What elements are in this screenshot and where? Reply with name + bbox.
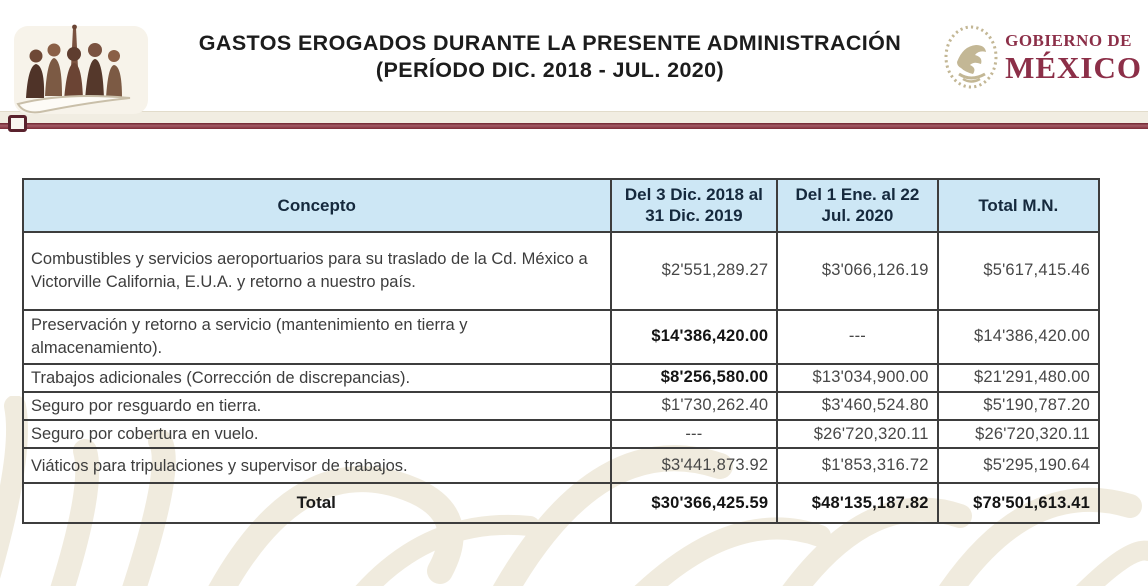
period2-cell: $3'066,126.19 — [776, 230, 939, 311]
table-header-row: Concepto Del 3 Dic. 2018 al 31 Dic. 2019… — [22, 178, 1101, 233]
concept-cell: Preservación y retorno a servicio (mante… — [22, 308, 612, 365]
period1-cell: $3'441,873.92 — [609, 447, 779, 485]
total-cell: $5'190,787.20 — [936, 390, 1101, 422]
header-period-1: Del 3 Dic. 2018 al 31 Dic. 2019 — [609, 178, 779, 233]
heroes-sketch-icon — [14, 24, 148, 114]
period2-cell: $1'853,316.72 — [776, 447, 939, 485]
period1-cell: $8'256,580.00 — [609, 362, 779, 393]
table-row: Preservación y retorno a servicio (mante… — [22, 308, 1101, 365]
stripe-knob-icon — [8, 115, 27, 132]
gobierno-de-mexico-logo: GOBIERNO DE MÉXICO — [943, 24, 1142, 90]
header-total-mn: Total M.N. — [936, 178, 1101, 233]
table-total-row: Total $30'366,425.59 $48'135,187.82 $78'… — [22, 482, 1101, 525]
table-row: Viáticos para tripulaciones y supervisor… — [22, 447, 1101, 485]
total-cell: $5'617,415.46 — [936, 230, 1101, 311]
expenses-table-container: Concepto Del 3 Dic. 2018 al 31 Dic. 2019… — [22, 178, 1101, 525]
mexico-eagle-seal-icon — [944, 25, 998, 89]
total-grand-cell: $78'501,613.41 — [936, 482, 1101, 525]
total-label-cell: Total — [22, 482, 612, 525]
gobierno-text: GOBIERNO DE MÉXICO — [1005, 32, 1142, 83]
period1-cell: $14'386,420.00 — [609, 308, 779, 365]
gobierno-line-1: GOBIERNO DE — [1005, 30, 1132, 50]
slide-header: GASTOS EROGADOS DURANTE LA PRESENTE ADMI… — [0, 0, 1148, 114]
total-cell: $26'720,320.11 — [936, 419, 1101, 450]
concept-cell: Trabajos adicionales (Corrección de disc… — [22, 362, 612, 393]
period1-cell: --- — [609, 419, 779, 450]
table-row: Seguro por resguardo en tierra. $1'730,2… — [22, 390, 1101, 422]
period2-cell: --- — [776, 308, 939, 365]
header-period-2: Del 1 Ene. al 22 Jul. 2020 — [776, 178, 939, 233]
table-row: Combustibles y servicios aeroportuarios … — [22, 230, 1101, 311]
table-row: Seguro por cobertura en vuelo. --- $26'7… — [22, 419, 1101, 450]
total-cell: $5'295,190.64 — [936, 447, 1101, 485]
period2-cell: $3'460,524.80 — [776, 390, 939, 422]
total-period1-cell: $30'366,425.59 — [609, 482, 779, 525]
total-cell: $14'386,420.00 — [936, 308, 1101, 365]
gobierno-line-2: MÉXICO — [1005, 49, 1142, 85]
concept-cell: Seguro por resguardo en tierra. — [22, 390, 612, 422]
stripe-cream-band — [0, 111, 1148, 124]
title-line-1: GASTOS EROGADOS DURANTE LA PRESENTE ADMI… — [198, 31, 902, 55]
table-row: Trabajos adicionales (Corrección de disc… — [22, 362, 1101, 393]
title-line-2: (PERÍODO DIC. 2018 - JUL. 2020) — [375, 58, 725, 82]
concept-cell: Combustibles y servicios aeroportuarios … — [22, 230, 612, 311]
period1-cell: $1'730,262.40 — [609, 390, 779, 422]
period1-cell: $2'551,289.27 — [609, 230, 779, 311]
concept-cell: Viáticos para tripulaciones y supervisor… — [22, 447, 612, 485]
expenses-table: Concepto Del 3 Dic. 2018 al 31 Dic. 2019… — [22, 178, 1101, 525]
concept-cell: Seguro por cobertura en vuelo. — [22, 419, 612, 450]
stripe-maroon-band — [0, 123, 1148, 129]
period2-cell: $13'034,900.00 — [776, 362, 939, 393]
total-period2-cell: $48'135,187.82 — [776, 482, 939, 525]
total-cell: $21'291,480.00 — [936, 362, 1101, 393]
period2-cell: $26'720,320.11 — [776, 419, 939, 450]
slide-title: GASTOS EROGADOS DURANTE LA PRESENTE ADMI… — [150, 30, 950, 84]
header-concepto: Concepto — [22, 178, 612, 233]
